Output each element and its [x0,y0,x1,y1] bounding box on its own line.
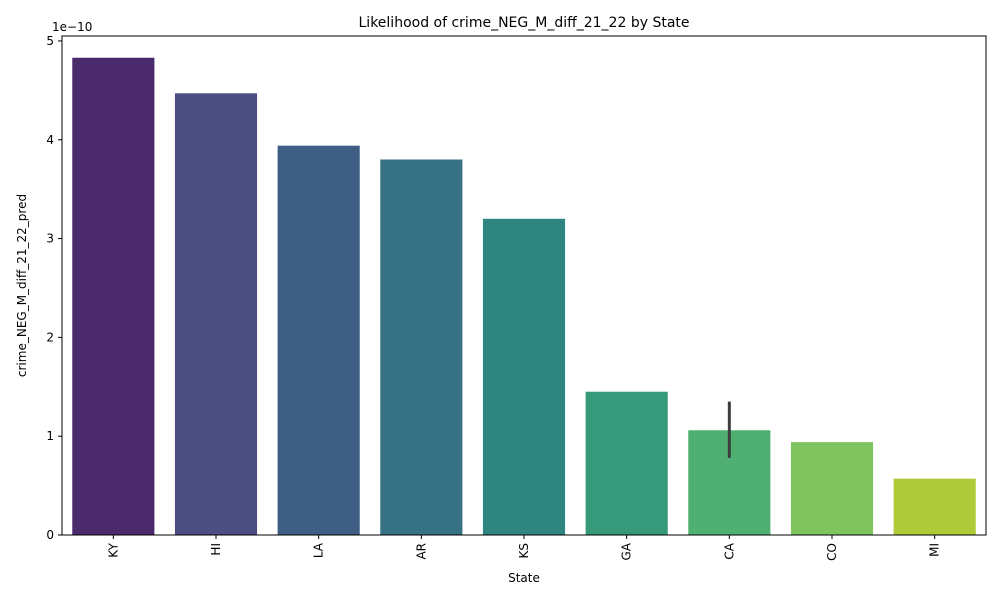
x-tick-label-ks: KS [517,543,531,559]
bar-ga [585,391,668,535]
x-tick-label-co: CO [825,543,839,561]
axes-layer: 0 1 2 3 4 5 KY HI LA AR KS GA CA CO MI [46,34,987,561]
bar-ky [72,57,155,535]
x-axis-label: State [508,571,540,585]
bar-la [277,145,360,535]
x-tick-label-hi: HI [209,543,223,556]
x-tick-label-ar: AR [414,543,428,560]
chart-title: Likelihood of crime_NEG_M_diff_21_22 by … [359,15,690,31]
y-tick-label: 0 [46,528,54,542]
y-tick-label: 4 [46,133,54,147]
y-tick-label: 3 [46,232,54,246]
x-tick-label-ky: KY [106,542,120,557]
bars-layer [72,57,976,536]
bar-ks [482,218,566,535]
y-tick-label: 2 [46,330,54,344]
bar-co [790,442,874,535]
x-tick-label-ga: GA [620,542,634,560]
y-axis-label: crime_NEG_M_diff_21_22_pred [15,194,29,377]
x-tick-label-la: LA [312,542,326,558]
bar-hi [174,93,258,536]
bar-mi [893,478,976,535]
y-tick-label: 1 [46,429,54,443]
y-tick-label: 5 [46,34,54,48]
bar-ar [380,159,463,536]
x-tick-label-mi: MI [928,543,942,557]
x-tick-label-ca: CA [722,542,736,559]
y-axis-offset-label: 1e−10 [52,20,92,34]
